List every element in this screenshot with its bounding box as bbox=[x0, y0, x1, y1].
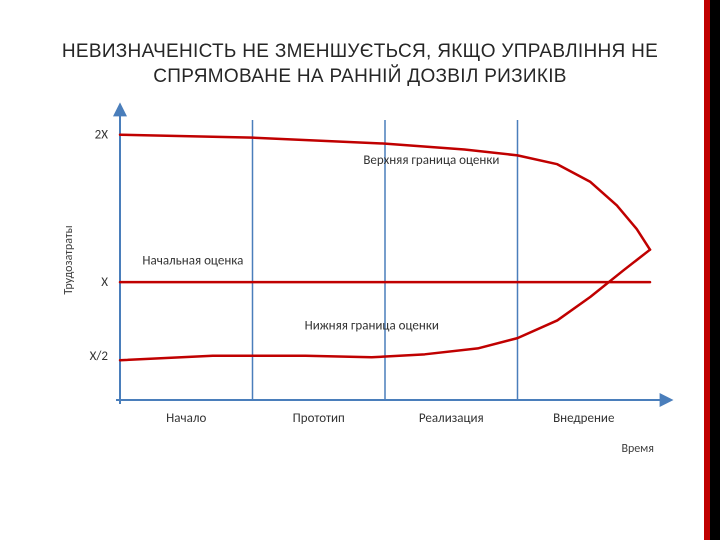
chart-container: X/2 X 2X Начало Прототип Реализация Внедрение В… bbox=[40, 100, 680, 500]
uncertainty-chart: X/2 X 2X Начало Прототип Реализация Внедрение В… bbox=[40, 100, 680, 500]
page-title: НЕВИЗНАЧЕНІСТЬ НЕ ЗМЕНШУЄТЬСЯ, ЯКЩО УПРА… bbox=[40, 40, 680, 89]
x-phase-label: Прототип bbox=[293, 411, 345, 426]
x-axis-label: Время bbox=[621, 442, 654, 456]
y-tick-label: X/2 bbox=[90, 349, 109, 364]
right-red-bar bbox=[704, 0, 710, 540]
right-black-bar bbox=[710, 0, 720, 540]
y-tick-label: X bbox=[101, 275, 108, 290]
x-phase-label: Реализация bbox=[419, 411, 484, 426]
series-label-initial: Начальная оценка bbox=[142, 253, 243, 268]
y-axis-label: Трудозатраты bbox=[62, 225, 76, 294]
x-phase-label: Внедрение bbox=[553, 411, 614, 426]
y-tick-label: 2X bbox=[95, 128, 109, 143]
series-label-upper: Верхняя граница оценки bbox=[363, 153, 499, 168]
series-label-lower: Нижняя граница оценки bbox=[305, 318, 439, 333]
x-phase-label: Начало bbox=[166, 411, 206, 426]
